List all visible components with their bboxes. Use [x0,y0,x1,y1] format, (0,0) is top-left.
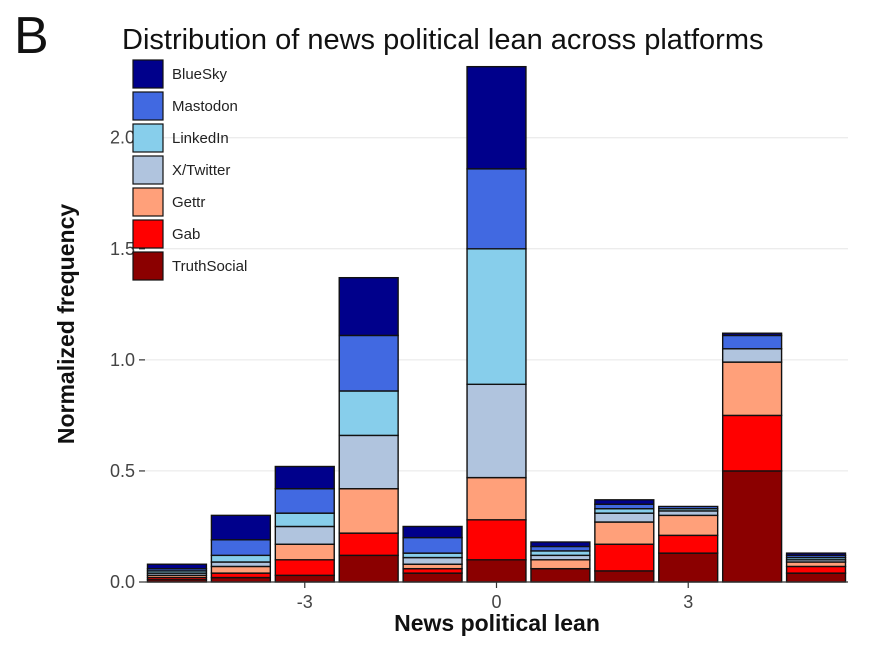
bar-segment [274,543,335,561]
bar-segment [466,476,527,521]
bar-segment [274,574,335,583]
bar-segment [594,543,655,572]
legend-swatch [132,91,164,121]
bar-segment [274,488,335,514]
bar-segment [338,532,399,557]
y-tick-label: 1.5 [110,239,135,259]
legend-swatch [132,219,164,249]
y-tick-label: 0.0 [110,572,135,592]
bar-segment [402,536,463,554]
bar-segment [658,534,719,554]
bar-segment [594,570,655,583]
bar-segment [466,65,527,170]
bar-segment [721,332,783,337]
bar-segment [274,465,335,490]
bar-segment [530,567,591,583]
bar-segment [274,559,335,577]
bar-segment [402,556,463,565]
bar-segment [338,554,399,583]
y-tick-label: 2.0 [110,128,135,148]
y-tick-label: 1.0 [110,350,135,370]
bar-segment [274,512,335,528]
legend-label: Gettr [172,194,205,211]
bar-segment [146,563,208,570]
legend: BlueSky Mastodon LinkedIn X/Twitter Gettr Gab… [132,59,247,281]
legend-swatch [132,155,164,185]
bar-segment [658,505,719,510]
bar-segment [721,470,783,583]
bar-segment [594,521,655,545]
legend-label: TruthSocial [172,258,247,275]
bar-segment [721,334,783,350]
bar-segment [466,559,527,583]
x-tick-label: 0 [491,592,501,612]
legend-label: LinkedIn [172,130,229,147]
bar-segment [466,383,527,479]
bar-segment [338,488,399,534]
bar-segment [530,541,591,548]
axes: 0.0 0.5 1.0 1.5 2.0 -3 0 3 [110,128,848,612]
bar-segment [338,334,399,392]
legend-swatch [132,59,164,89]
bar-segment [785,552,847,557]
bar-segment [785,572,847,583]
bar-segment [466,248,527,386]
chart-title: Distribution of news political lean acro… [122,24,764,56]
bar-segment [274,525,335,545]
bar-segment [466,519,527,561]
bar-segment [721,361,783,417]
x-tick-label: -3 [297,592,313,612]
legend-label: X/Twitter [172,162,230,179]
bar-segment [210,514,272,541]
bar-segment [210,554,272,563]
bar-segment [210,539,272,557]
x-tick-label: 3 [683,592,693,612]
legend-swatch [132,123,164,153]
y-tick-label: 0.5 [110,461,135,481]
bar-segment [338,434,399,490]
bar-segment [594,512,655,523]
bar-segment [466,168,527,250]
legend-label: BlueSky [172,66,228,83]
bars [146,65,847,583]
bar-segment [402,572,463,583]
panel-label: B [14,7,49,65]
bar-segment [785,565,847,574]
bar-segment [658,514,719,537]
bar-segment [338,276,399,337]
bar-segment [210,565,272,574]
bar-segment [402,525,463,539]
bar-segment [594,499,655,505]
bar-segment [338,390,399,437]
x-axis-label: News political lean [394,610,600,636]
bar-segment [530,559,591,570]
bar-segment [658,552,719,583]
y-axis-label: Normalized frequency [53,204,79,444]
bar-segment [721,414,783,472]
bar-segment [721,348,783,363]
legend-label: Gab [172,226,200,243]
legend-swatch [132,187,164,217]
legend-label: Mastodon [172,98,238,115]
legend-swatch [132,251,164,281]
